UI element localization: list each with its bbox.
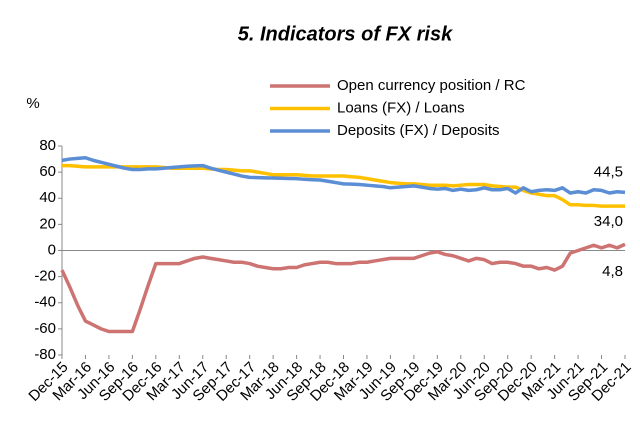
y-axis-label: % [26, 95, 39, 112]
series-line [61, 156, 626, 195]
series-line [60, 242, 626, 334]
y-tick-label: -40 [34, 294, 56, 311]
y-tick-label: 80 [39, 137, 56, 154]
y-tick-label: 40 [39, 189, 56, 206]
y-tick-label: -20 [34, 268, 56, 285]
y-tick-label: 0 [48, 241, 56, 258]
legend-label: Deposits (FX) / Deposits [337, 122, 500, 139]
legend-label: Loans (FX) / Loans [337, 99, 465, 116]
chart-title: 5. Indicators of FX risk [238, 23, 453, 45]
series-line [62, 163, 625, 208]
y-tick-label: 60 [39, 163, 56, 180]
value-label: 44,5 [594, 163, 623, 180]
y-tick-label: 20 [39, 215, 56, 232]
y-tick-label: -60 [34, 320, 56, 337]
legend-label: Open currency position / RC [337, 77, 526, 94]
y-tick-label: -80 [34, 346, 56, 363]
value-label: 34,0 [594, 213, 623, 230]
value-label: 4,8 [602, 263, 623, 280]
